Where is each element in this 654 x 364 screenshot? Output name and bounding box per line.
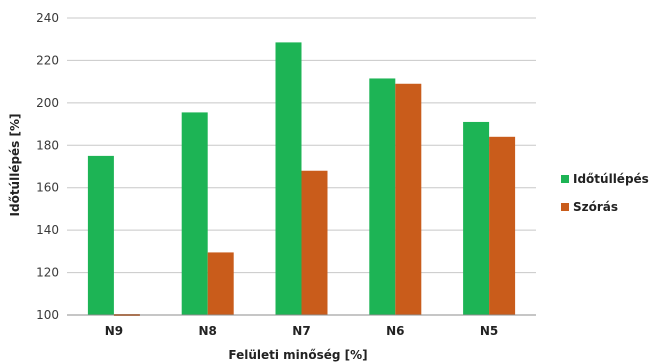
bar-szoras-n6 [395,83,422,315]
y-tick-label-180: 180 [36,138,59,152]
x-tick-label-n8: N8 [198,324,216,338]
y-tick-label-100: 100 [36,308,59,322]
bars [87,42,516,316]
x-tick-label-n7: N7 [292,324,310,338]
bar-idotullepes-n8 [181,112,208,316]
legend-label-idotullepes: Időtúllépés [573,172,649,186]
x-tick-labels: N9 N8 N7 N6 N5 [105,324,499,338]
y-tick-labels: 100 120 140 160 180 200 220 240 [36,11,59,322]
legend-swatch-szoras [561,203,569,211]
bar-szoras-n8 [207,252,234,315]
bar-idotullepes-n7 [275,42,302,316]
y-tick-label-140: 140 [36,223,59,237]
bar-idotullepes-n6 [369,78,396,315]
x-tick-label-n5: N5 [480,324,498,338]
y-tick-label-120: 120 [36,266,59,280]
y-axis-title: Időtúllépés [%] [8,114,22,217]
bar-idotullepes-n9 [87,155,114,315]
y-tick-label-200: 200 [36,96,59,110]
legend-swatch-idotullepes [561,175,569,183]
bar-szoras-n7 [301,170,328,315]
legend-label-szoras: Szórás [573,200,618,214]
bar-idotullepes-n5 [463,121,490,315]
y-tick-label-220: 220 [36,53,59,67]
bar-szoras-n5 [489,136,516,315]
y-tick-label-240: 240 [36,11,59,25]
x-tick-label-n6: N6 [386,324,404,338]
y-tick-label-160: 160 [36,181,59,195]
legend: Időtúllépés Szórás [561,172,649,214]
x-tick-label-n9: N9 [105,324,123,338]
x-axis-title: Felületi minőség [%] [228,348,367,362]
